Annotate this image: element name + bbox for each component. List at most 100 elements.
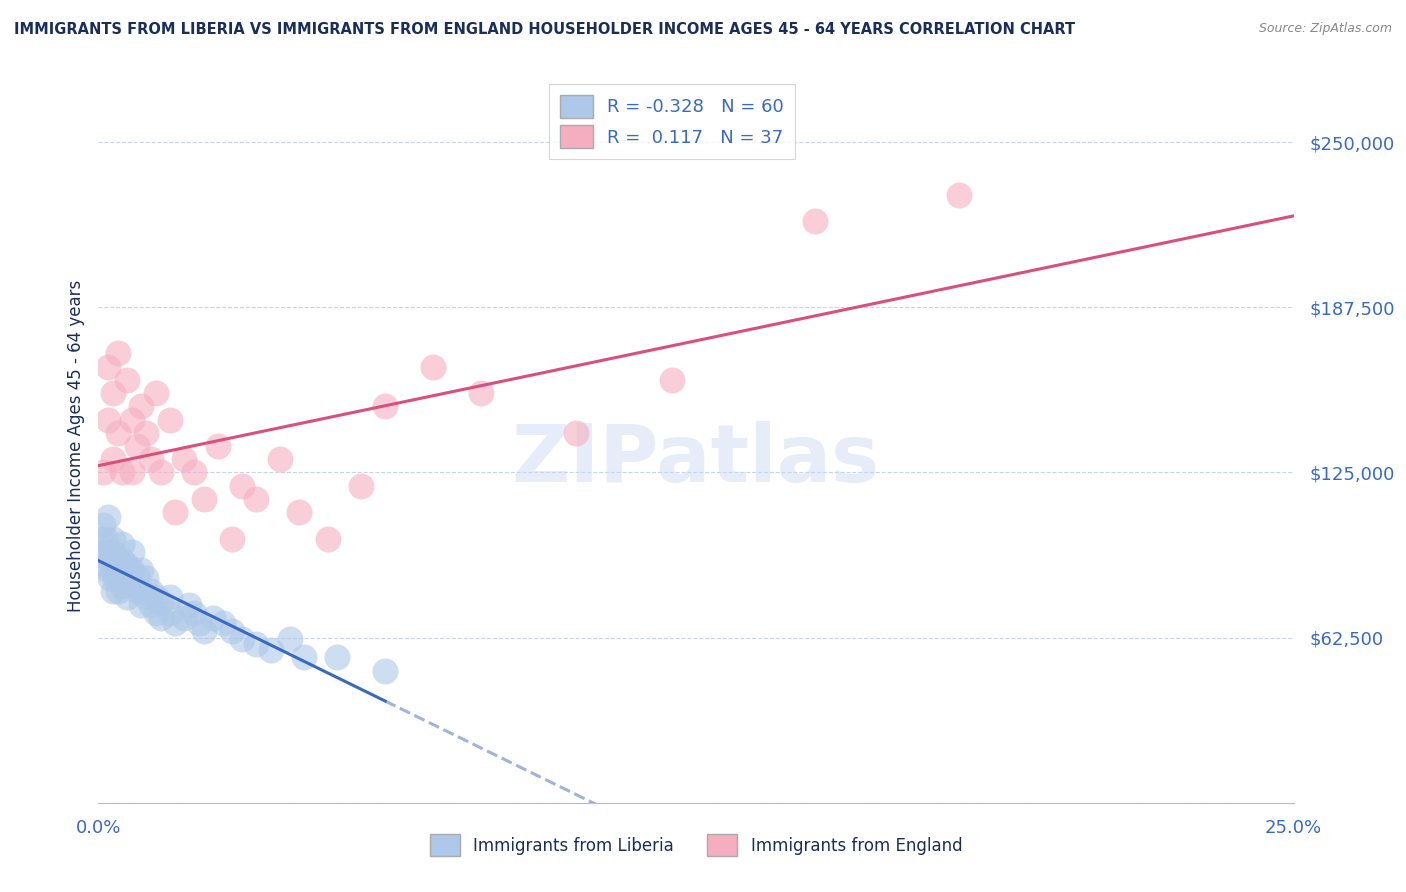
Text: IMMIGRANTS FROM LIBERIA VS IMMIGRANTS FROM ENGLAND HOUSEHOLDER INCOME AGES 45 - : IMMIGRANTS FROM LIBERIA VS IMMIGRANTS FR… — [14, 22, 1076, 37]
Point — [97, 359, 120, 374]
Point — [121, 545, 143, 559]
Point — [111, 563, 134, 577]
Point — [292, 650, 315, 665]
Point — [326, 650, 349, 665]
Point — [374, 664, 396, 678]
Point — [193, 491, 215, 506]
Point — [135, 425, 157, 440]
Point — [259, 642, 281, 657]
Point — [97, 510, 120, 524]
Point — [111, 579, 134, 593]
Point — [131, 400, 153, 414]
Point — [149, 466, 172, 480]
Point — [98, 552, 122, 566]
Point — [101, 545, 124, 559]
Point — [149, 595, 172, 609]
Point — [115, 590, 138, 604]
Point — [179, 598, 201, 612]
Point — [173, 611, 195, 625]
Point — [149, 611, 172, 625]
Point — [145, 386, 167, 401]
Point — [131, 584, 153, 599]
Point — [94, 558, 117, 572]
Point — [107, 584, 129, 599]
Point — [221, 624, 243, 638]
Point — [163, 616, 186, 631]
Point — [111, 466, 134, 480]
Point — [125, 439, 148, 453]
Point — [187, 616, 209, 631]
Point — [91, 466, 114, 480]
Point — [121, 579, 143, 593]
Point — [221, 532, 243, 546]
Point — [139, 452, 162, 467]
Point — [245, 491, 267, 506]
Point — [104, 558, 127, 572]
Point — [565, 425, 588, 440]
Point — [159, 606, 181, 620]
Point — [131, 598, 153, 612]
Point — [350, 478, 373, 492]
Point — [121, 563, 143, 577]
Point — [94, 532, 117, 546]
Point — [104, 571, 127, 585]
Legend: Immigrants from Liberia, Immigrants from England: Immigrants from Liberia, Immigrants from… — [420, 824, 972, 866]
Point — [470, 386, 492, 401]
Point — [163, 505, 186, 519]
Point — [131, 563, 153, 577]
Point — [101, 563, 124, 577]
Point — [139, 598, 162, 612]
Point — [90, 532, 112, 546]
Point — [107, 571, 129, 585]
Point — [159, 412, 181, 426]
Point — [422, 359, 444, 374]
Point — [193, 624, 215, 638]
Text: Source: ZipAtlas.com: Source: ZipAtlas.com — [1258, 22, 1392, 36]
Point — [121, 412, 143, 426]
Point — [115, 373, 138, 387]
Point — [316, 532, 339, 546]
Point — [207, 439, 229, 453]
Point — [202, 611, 225, 625]
Point — [374, 400, 396, 414]
Point — [139, 584, 162, 599]
Point — [173, 452, 195, 467]
Point — [107, 552, 129, 566]
Point — [159, 590, 181, 604]
Point — [115, 558, 138, 572]
Point — [98, 571, 122, 585]
Point — [278, 632, 301, 646]
Point — [183, 606, 205, 620]
Point — [245, 637, 267, 651]
Point — [107, 346, 129, 360]
Point — [101, 532, 124, 546]
Point — [107, 425, 129, 440]
Point — [135, 590, 157, 604]
Point — [231, 632, 253, 646]
Y-axis label: Householder Income Ages 45 - 64 years: Householder Income Ages 45 - 64 years — [66, 280, 84, 612]
Point — [269, 452, 291, 467]
Point — [91, 545, 114, 559]
Point — [101, 452, 124, 467]
Text: ZIPatlas: ZIPatlas — [512, 421, 880, 500]
Point — [288, 505, 311, 519]
Point — [111, 552, 134, 566]
Point — [183, 466, 205, 480]
Point — [145, 606, 167, 620]
Point — [211, 616, 233, 631]
Point — [97, 412, 120, 426]
Point — [97, 563, 120, 577]
Point — [125, 568, 148, 582]
Point — [231, 478, 253, 492]
Point — [125, 584, 148, 599]
Point — [145, 590, 167, 604]
Point — [135, 571, 157, 585]
Point — [948, 188, 970, 202]
Point — [804, 214, 827, 228]
Point — [661, 373, 683, 387]
Point — [115, 571, 138, 585]
Point — [121, 466, 143, 480]
Point — [97, 545, 120, 559]
Point — [101, 584, 124, 599]
Point — [101, 386, 124, 401]
